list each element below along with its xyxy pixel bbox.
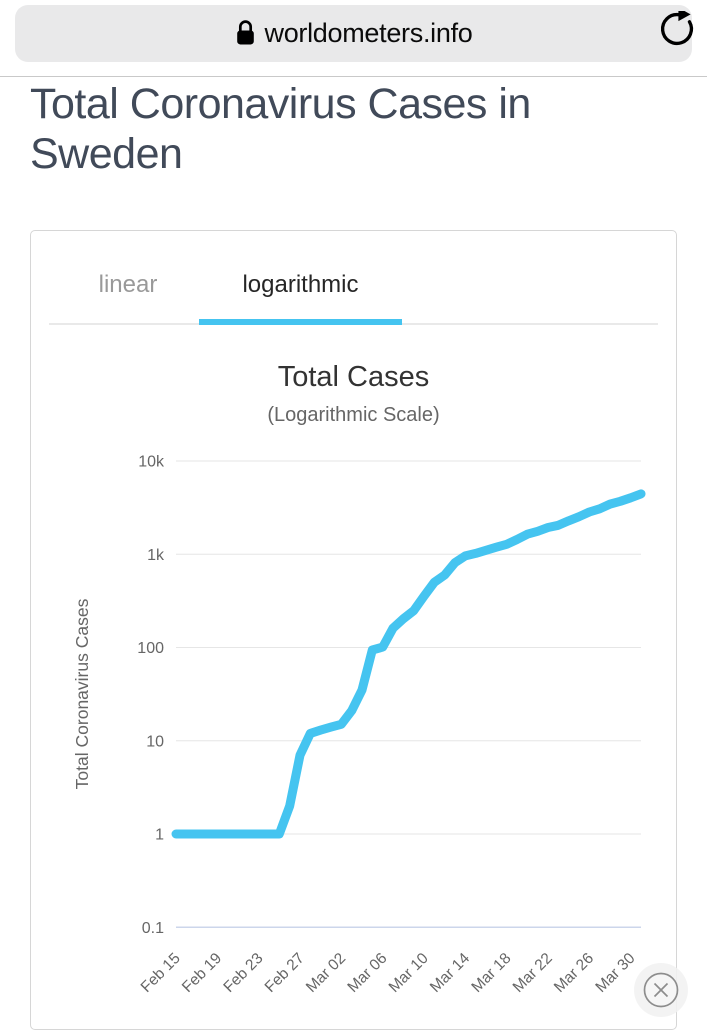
y-tick-label: 0.1 — [142, 920, 164, 937]
chart-card: linear logarithmic Total Cases (Logarith… — [30, 230, 677, 1030]
active-tab-underline — [199, 319, 402, 325]
close-button[interactable] — [632, 961, 692, 1023]
page-title: Total Coronavirus Cases in Sweden — [30, 80, 531, 178]
address-bar[interactable]: worldometers.info — [15, 5, 692, 62]
chart-subtitle: (Logarithmic Scale) — [267, 404, 440, 426]
y-tick-label: 100 — [137, 640, 164, 657]
tab-linear[interactable]: linear — [63, 271, 193, 299]
x-tick-label: Mar 10 — [386, 950, 432, 996]
x-tick-label: Mar 22 — [510, 950, 556, 996]
chart-title: Total Cases — [277, 361, 430, 393]
y-tick-label: 1 — [155, 827, 164, 844]
x-tick-label: Feb 15 — [138, 950, 184, 996]
y-tick-label: 10k — [138, 454, 165, 471]
x-tick-label: Mar 14 — [427, 950, 473, 996]
x-tick-label: Mar 18 — [468, 950, 514, 996]
lock-icon — [235, 18, 256, 51]
url-text: worldometers.info — [264, 18, 473, 48]
cases-line-series[interactable] — [171, 489, 646, 839]
y-tick-label: 1k — [147, 547, 165, 564]
tab-logarithmic[interactable]: logarithmic — [199, 271, 402, 299]
y-axis-title: Total Coronavirus Cases — [72, 598, 92, 789]
browser-bar: worldometers.info — [0, 0, 707, 77]
x-tick-label: Feb 23 — [220, 950, 266, 996]
reload-icon — [659, 7, 695, 50]
y-tick-label: 10 — [146, 733, 164, 750]
x-tick-label: Mar 26 — [551, 950, 597, 996]
x-tick-label: Feb 27 — [262, 950, 308, 996]
x-tick-label: Mar 06 — [344, 950, 390, 996]
x-tick-label: Mar 02 — [303, 950, 349, 996]
x-tick-label: Feb 19 — [179, 950, 225, 996]
close-icon — [632, 963, 692, 1026]
reload-button[interactable] — [659, 7, 695, 50]
